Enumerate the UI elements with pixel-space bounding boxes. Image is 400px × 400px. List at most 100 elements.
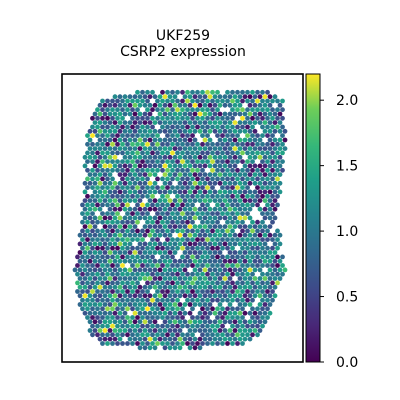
spot	[160, 98, 165, 104]
spot	[247, 94, 253, 100]
spot	[272, 232, 278, 238]
spot	[165, 271, 170, 277]
spot	[147, 215, 153, 221]
spot	[155, 263, 160, 268]
spot	[232, 146, 238, 152]
spot	[155, 280, 160, 286]
spot	[195, 341, 200, 346]
spot	[205, 211, 210, 217]
spot	[127, 146, 133, 152]
spot	[112, 120, 118, 125]
spot	[162, 102, 168, 108]
spot	[150, 107, 155, 113]
spot	[142, 267, 148, 273]
spot	[122, 241, 128, 247]
spot	[250, 219, 255, 225]
colorbar-tick-label: 1.0	[336, 224, 358, 240]
spot	[252, 180, 258, 186]
spot	[130, 98, 135, 104]
spot	[120, 98, 125, 104]
spot	[250, 115, 255, 121]
spot	[150, 254, 155, 260]
spot	[85, 306, 90, 312]
spot	[100, 159, 105, 165]
spot	[207, 206, 213, 212]
spot	[112, 302, 118, 307]
spot	[162, 172, 168, 178]
spot	[102, 336, 108, 342]
spot	[145, 332, 150, 338]
spot	[192, 302, 198, 307]
spot	[110, 245, 115, 251]
spot	[185, 202, 190, 208]
spot	[122, 163, 128, 169]
spot	[117, 128, 123, 134]
spot	[232, 310, 238, 316]
spot	[200, 193, 205, 199]
spot	[122, 328, 128, 333]
spot	[130, 167, 135, 173]
spot	[140, 332, 145, 338]
spot	[120, 263, 125, 268]
spot	[235, 211, 240, 217]
spot	[140, 297, 145, 303]
spot	[250, 280, 255, 286]
spot	[205, 193, 210, 199]
spot	[262, 94, 268, 100]
spot	[252, 224, 258, 230]
spot	[277, 232, 283, 238]
spot	[122, 137, 128, 143]
spot	[157, 215, 163, 221]
spot	[92, 120, 98, 125]
spot	[257, 293, 263, 299]
spot	[235, 263, 240, 268]
spot	[220, 323, 225, 329]
spot	[132, 310, 138, 316]
spot	[197, 258, 203, 264]
spot	[137, 310, 143, 316]
spot	[87, 293, 93, 299]
spot	[110, 289, 115, 294]
colorbar-tick-label: 1.5	[336, 159, 358, 175]
spot	[120, 115, 125, 121]
spot	[127, 336, 133, 342]
spot	[97, 276, 103, 281]
spot	[135, 193, 140, 199]
spot	[160, 124, 165, 130]
spot	[260, 150, 265, 156]
spot	[100, 98, 105, 104]
spot	[170, 107, 175, 113]
spot	[100, 115, 105, 121]
spot	[140, 263, 145, 268]
spot	[210, 98, 215, 104]
spot	[160, 107, 165, 113]
spot	[262, 310, 268, 316]
spot	[275, 193, 280, 199]
spot	[167, 128, 173, 134]
spot	[277, 276, 283, 281]
spot	[202, 102, 208, 108]
spot	[275, 124, 280, 130]
spot	[155, 323, 160, 329]
spot	[215, 254, 220, 260]
spot	[185, 289, 190, 294]
spot	[177, 276, 183, 281]
spot	[172, 336, 178, 342]
spot	[257, 111, 263, 117]
spot	[237, 232, 243, 238]
spot	[200, 89, 205, 95]
spot	[212, 267, 218, 273]
spot	[90, 280, 95, 286]
spot	[140, 341, 145, 346]
spot	[147, 128, 153, 134]
spot	[237, 276, 243, 281]
spot	[92, 232, 98, 238]
spot	[232, 319, 238, 325]
spot	[125, 202, 130, 208]
spot	[267, 267, 273, 273]
spot	[97, 146, 103, 152]
spot	[97, 302, 103, 307]
spot	[132, 94, 138, 100]
spot	[92, 276, 98, 281]
spot	[95, 332, 100, 338]
